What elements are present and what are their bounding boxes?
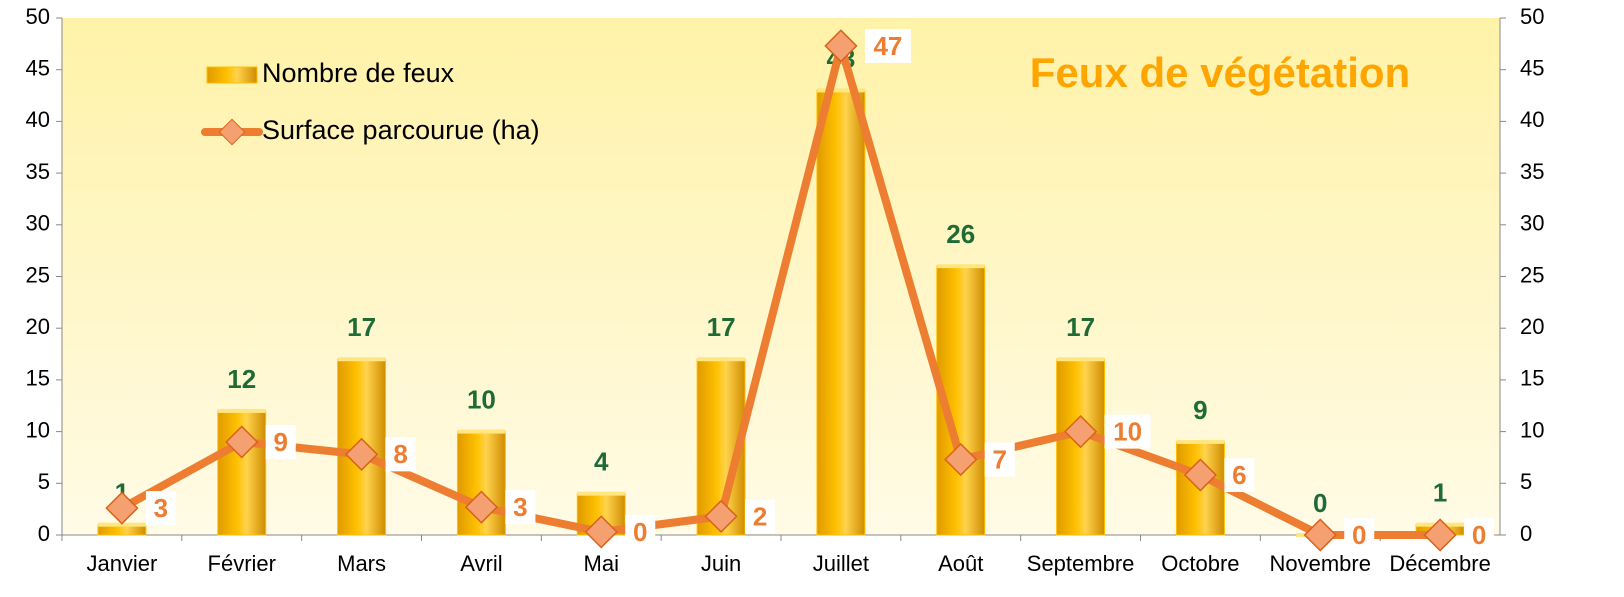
y-tick-label: 25 — [26, 262, 50, 287]
y2-tick-label: 40 — [1520, 107, 1544, 132]
label-box — [1464, 518, 1495, 552]
line-label: 8 — [393, 439, 407, 469]
bar-label: 10 — [467, 384, 496, 414]
y2-tick-label: 45 — [1520, 56, 1544, 81]
bar — [816, 89, 866, 536]
x-tick-label: Octobre — [1161, 551, 1239, 576]
x-tick-label: Décembre — [1389, 551, 1490, 576]
legend-swatch — [206, 66, 258, 84]
bar-label: 4 — [594, 447, 609, 477]
label-box — [385, 437, 416, 472]
bar-label: 9 — [1193, 395, 1207, 425]
line-label: 47 — [873, 31, 902, 61]
y-tick-label: 30 — [26, 211, 50, 236]
y-tick-label: 50 — [26, 4, 50, 29]
legend-label: Surface parcourue (ha) — [262, 115, 540, 145]
y2-tick-label: 25 — [1520, 262, 1544, 287]
marker — [944, 442, 978, 477]
line-label: 0 — [633, 517, 647, 547]
x-tick-label: Septembre — [1027, 551, 1135, 576]
y2-tick-label: 5 — [1520, 469, 1532, 494]
line-label: 2 — [753, 501, 767, 531]
y-tick-label: 15 — [26, 366, 50, 391]
bar-label: 0 — [1313, 488, 1327, 518]
x-tick-label: Avril — [460, 551, 502, 576]
bar-label: 17 — [707, 312, 736, 342]
marker — [344, 437, 379, 471]
bar-top — [697, 357, 746, 362]
label-box — [145, 491, 176, 526]
x-tick-label: Novembre — [1270, 551, 1371, 576]
bar-top — [337, 357, 386, 362]
bar-label: 17 — [1066, 312, 1095, 342]
y-tick-label: 35 — [26, 159, 50, 184]
label-box — [864, 28, 911, 63]
y-tick-label: 5 — [38, 469, 50, 494]
bar-top — [816, 88, 865, 93]
bar-top — [577, 491, 626, 496]
y2-tick-label: 20 — [1520, 314, 1544, 339]
x-tick-label: Juillet — [813, 551, 869, 576]
label-box — [505, 490, 536, 525]
y2-tick-label: 0 — [1520, 521, 1532, 546]
y2-tick-label: 15 — [1520, 366, 1544, 391]
line-label: 0 — [1472, 520, 1486, 550]
y2-tick-label: 35 — [1520, 159, 1544, 184]
x-tick-label: Février — [208, 551, 276, 576]
label-box — [1344, 518, 1375, 552]
line-label: 3 — [154, 493, 168, 523]
line-label: 7 — [993, 444, 1007, 474]
y-tick-label: 45 — [26, 56, 50, 81]
x-tick-label: Mai — [584, 551, 619, 576]
marker — [584, 515, 618, 549]
bar-top — [1056, 357, 1105, 362]
chart-title: Feux de végétation — [1030, 49, 1410, 96]
marker — [225, 425, 259, 459]
label-box — [1104, 414, 1151, 449]
label-box — [1224, 458, 1255, 493]
line-label: 3 — [513, 492, 527, 522]
bar-top — [936, 264, 985, 269]
marker — [464, 490, 499, 524]
bar-top — [457, 429, 506, 434]
legend-label: Nombre de feux — [262, 58, 455, 88]
line-label: 9 — [274, 427, 288, 457]
bar-label: 17 — [347, 312, 376, 342]
label-box — [984, 442, 1015, 477]
y-tick-label: 10 — [26, 417, 50, 442]
bar-top — [1176, 439, 1225, 444]
y-tick-label: 20 — [26, 314, 50, 339]
bar-label: 26 — [946, 219, 975, 249]
marker — [1183, 458, 1218, 492]
marker — [824, 29, 858, 63]
y2-tick-label: 30 — [1520, 211, 1544, 236]
x-tick-label: Janvier — [86, 551, 157, 576]
line-label: 10 — [1113, 416, 1142, 446]
bar-label: 12 — [227, 364, 256, 394]
marker — [1423, 518, 1457, 552]
y2-tick-label: 10 — [1520, 417, 1544, 442]
marker — [1063, 414, 1098, 449]
line-label: 0 — [1352, 520, 1366, 550]
y-tick-label: 0 — [38, 521, 50, 546]
x-tick-label: Août — [938, 551, 983, 576]
bar-top — [217, 408, 266, 413]
label-box — [745, 499, 776, 534]
x-tick-label: Juin — [701, 551, 741, 576]
y2-tick-label: 50 — [1520, 4, 1544, 29]
label-box — [625, 514, 656, 549]
bar-label: 1 — [1433, 478, 1447, 508]
marker — [105, 491, 139, 525]
x-tick-label: Mars — [337, 551, 386, 576]
line-label: 6 — [1232, 460, 1246, 490]
line — [119, 41, 1441, 539]
marker — [1303, 518, 1337, 552]
y-tick-label: 40 — [26, 107, 50, 132]
marker — [704, 499, 738, 534]
legend-marker — [218, 118, 246, 146]
label-box — [265, 424, 296, 459]
